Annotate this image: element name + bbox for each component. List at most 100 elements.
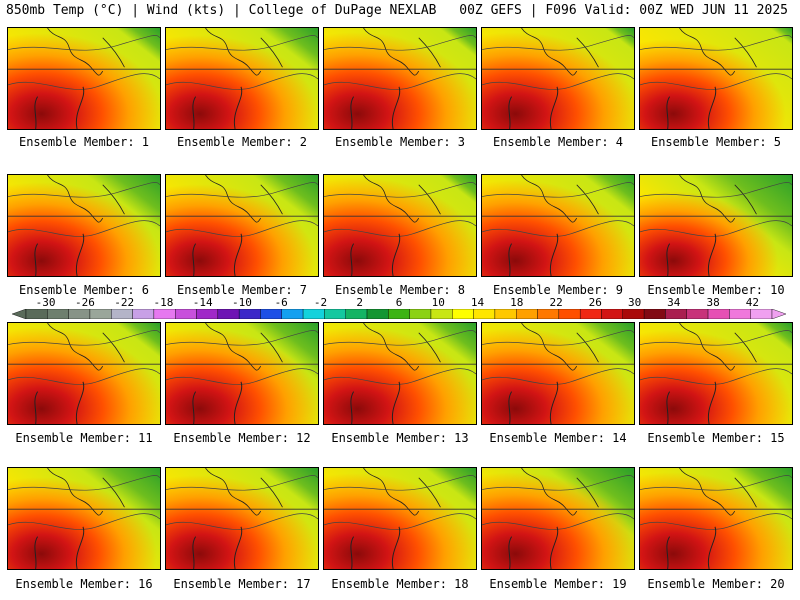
colorbar-segment — [281, 309, 304, 319]
ensemble-member-label: Ensemble Member: 17 — [173, 577, 311, 591]
colorbar-tick-label: 38 — [706, 296, 720, 309]
colorbar-segment — [302, 309, 325, 319]
ensemble-map-panel — [165, 467, 319, 570]
colorbar-segment — [238, 309, 261, 319]
ensemble-map-panel — [323, 174, 477, 277]
ensemble-member-label: Ensemble Member: 6 — [18, 283, 150, 297]
temperature-map — [166, 468, 318, 569]
ensemble-map-panel — [481, 174, 635, 277]
colorbar-segment — [452, 309, 474, 319]
ensemble-member-label: Ensemble Member: 3 — [334, 135, 466, 149]
colorbar-segment — [686, 309, 709, 319]
colorbar-tick-label: -18 — [153, 296, 174, 309]
colorbar-tick-label: -30 — [35, 296, 56, 309]
ensemble-member-label: Ensemble Member: 19 — [489, 577, 627, 591]
temperature-map — [640, 323, 792, 424]
temperature-map — [324, 28, 476, 129]
ensemble-map-panel — [323, 27, 477, 130]
model-run-info: 00Z GEFS | F096 Valid: 00Z WED JUN 11 20… — [459, 3, 788, 18]
colorbar-segment — [579, 309, 602, 319]
colorbar-tick-label: 2 — [356, 296, 363, 309]
colorbar-segment — [558, 309, 581, 319]
temperature-map — [482, 323, 634, 424]
colorbar-tick-label: 22 — [549, 296, 563, 309]
ensemble-map-panel — [481, 467, 635, 570]
chart-title: 850mb Temp (°C) | Wind (kts) | College o… — [6, 3, 437, 18]
ensemble-member-label: Ensemble Member: 2 — [176, 135, 308, 149]
ensemble-map-panel — [7, 27, 161, 130]
colorbar-tick-label: 18 — [510, 296, 524, 309]
colorbar-tick-label: -6 — [274, 296, 288, 309]
colorbar-segment — [537, 309, 560, 319]
temperature-map — [324, 468, 476, 569]
colorbar-segment — [111, 309, 133, 319]
colorbar-tick-label: 30 — [627, 296, 642, 309]
ensemble-map-panel — [639, 467, 793, 570]
temperature-map — [640, 175, 792, 276]
ensemble-member-label: Ensemble Member: 5 — [650, 135, 782, 149]
colorbar-segment — [409, 309, 432, 319]
colorbar-segment — [68, 309, 91, 319]
colorbar-tick-label: 26 — [588, 296, 602, 309]
temperature-map — [640, 468, 792, 569]
ensemble-map-panel — [639, 27, 793, 130]
ensemble-map-panel — [7, 322, 161, 425]
temperature-map — [166, 175, 318, 276]
colorbar-segment — [196, 309, 219, 319]
ensemble-member-label: Ensemble Member: 10 — [647, 283, 785, 297]
colorbar-segment — [750, 309, 773, 319]
ensemble-member-label: Ensemble Member: 8 — [334, 283, 466, 297]
ensemble-member-label: Ensemble Member: 9 — [492, 283, 624, 297]
ensemble-member-label: Ensemble Member: 13 — [331, 431, 469, 445]
temperature-map — [324, 175, 476, 276]
temperature-map — [166, 28, 318, 129]
ensemble-member-label: Ensemble Member: 1 — [18, 135, 150, 149]
ensemble-member-label: Ensemble Member: 15 — [647, 431, 785, 445]
ensemble-map-panel — [165, 174, 319, 277]
ensemble-map-panel — [7, 467, 161, 570]
colorbar-tick-label: -2 — [313, 296, 328, 309]
colorbar-segment — [729, 309, 751, 319]
ensemble-member-label: Ensemble Member: 4 — [492, 135, 624, 149]
ensemble-map-panel — [639, 174, 793, 277]
colorbar-segment — [153, 309, 176, 319]
colorbar-segment — [665, 309, 687, 319]
ensemble-member-label: Ensemble Member: 7 — [176, 283, 308, 297]
temperature-map — [8, 323, 160, 424]
ensemble-map-panel — [639, 322, 793, 425]
ensemble-map-panel — [481, 322, 635, 425]
colorbar-segment — [516, 309, 538, 319]
ensemble-map-panel — [7, 174, 161, 277]
temperature-map — [166, 323, 318, 424]
ensemble-map-panel — [323, 467, 477, 570]
colorbar-segment — [707, 309, 730, 319]
temperature-map — [640, 28, 792, 129]
colorbar-tick-label: 34 — [667, 296, 681, 309]
ensemble-member-label: Ensemble Member: 12 — [173, 431, 311, 445]
ensemble-member-label: Ensemble Member: 14 — [489, 431, 627, 445]
ensemble-map-panel — [323, 322, 477, 425]
temperature-map — [482, 468, 634, 569]
ensemble-member-label: Ensemble Member: 20 — [647, 577, 785, 591]
temperature-map — [8, 175, 160, 276]
ensemble-map-panel — [481, 27, 635, 130]
temperature-map — [482, 28, 634, 129]
temperature-map — [8, 28, 160, 129]
colorbar-segment — [430, 309, 453, 319]
temperature-map — [8, 468, 160, 569]
colorbar-segment — [217, 309, 240, 319]
colorbar-segment — [89, 309, 112, 319]
colorbar-segment — [643, 309, 666, 319]
colorbar-segment — [324, 309, 346, 319]
colorbar-segment — [388, 309, 410, 319]
colorbar-segment — [494, 309, 517, 319]
colorbar-tick-label: 14 — [470, 296, 485, 309]
temperature-colorbar — [12, 309, 786, 319]
colorbar-segment — [345, 309, 368, 319]
colorbar-tick-label: -14 — [192, 296, 213, 309]
ensemble-member-label: Ensemble Member: 18 — [331, 577, 469, 591]
ensemble-map-panel — [165, 27, 319, 130]
colorbar-tick-label: 6 — [395, 296, 403, 309]
temperature-map — [482, 175, 634, 276]
colorbar-segment — [622, 309, 645, 319]
